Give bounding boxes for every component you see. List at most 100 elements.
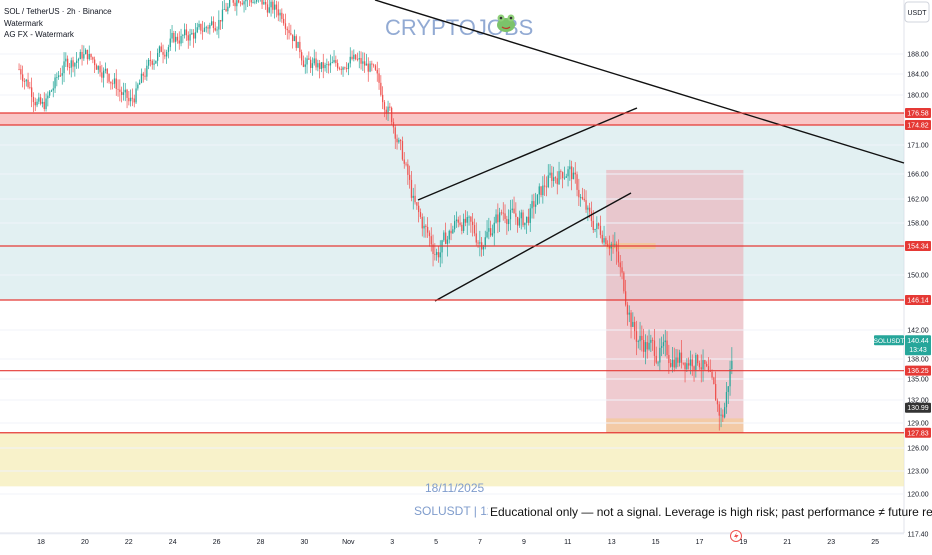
candle-body: [419, 212, 422, 217]
candle-body: [70, 60, 72, 68]
frog-logo-icon: [497, 14, 515, 32]
candle-body: [706, 363, 708, 367]
lightning-icon[interactable]: [730, 530, 742, 542]
candle-body: [497, 214, 499, 223]
price-tick-label: 138.00: [907, 357, 929, 364]
candle-body: [358, 57, 360, 60]
candle-body: [713, 377, 715, 385]
candle-body: [198, 23, 200, 28]
watermark-ticker: SOLUSDT | 120M: [414, 504, 510, 518]
candle-body: [484, 237, 486, 247]
candle-body: [254, 1, 256, 3]
candle-body: [293, 36, 296, 42]
candle-body: [455, 219, 458, 222]
candle-body: [250, 0, 252, 3]
currency-button-label: USDT: [907, 10, 927, 17]
candle-body: [115, 78, 117, 89]
channel-upper-line[interactable]: [417, 107, 638, 201]
currency-button[interactable]: [904, 1, 930, 23]
candle-body: [20, 69, 22, 75]
candle-body: [261, 0, 263, 5]
time-axis[interactable]: 18 20 22 24 26 28 30 Nov 3 5 7 9 11 13 15 17 19 21 23 25: [37, 539, 879, 546]
candle-body: [173, 32, 175, 42]
candle-body: [394, 127, 396, 139]
candle-body: [218, 19, 220, 30]
candle-body: [623, 272, 625, 292]
candle-body: [716, 400, 719, 405]
candle-body: [290, 33, 292, 35]
time-tick-label: 18: [37, 539, 45, 546]
descending-trendline[interactable]: [374, 0, 905, 164]
candle-body: [495, 214, 497, 223]
candle-body: [596, 223, 598, 229]
candle-body: [668, 354, 670, 364]
candle-body: [473, 225, 476, 234]
candle-body: [418, 205, 420, 213]
candle-body: [499, 212, 501, 223]
candle-body: [320, 62, 323, 69]
candle-body: [502, 212, 504, 214]
candle-body: [308, 58, 310, 60]
candle-body: [193, 32, 195, 39]
candle-body: [646, 342, 648, 350]
candle-body: [144, 75, 146, 77]
candle-body: [232, 0, 234, 3]
candle-body: [94, 59, 96, 66]
candle-body: [520, 212, 522, 219]
candle-body: [77, 59, 80, 61]
candle-body: [515, 213, 517, 217]
candle-body: [272, 1, 274, 10]
candle-body: [538, 186, 540, 195]
candle-body: [466, 217, 468, 223]
candle-body: [423, 225, 425, 229]
time-tick-label: 9: [522, 539, 526, 546]
time-axis-background[interactable]: [0, 533, 904, 550]
candle-body: [169, 38, 171, 48]
candle-body: [412, 195, 414, 198]
candle-body: [101, 72, 103, 78]
candle-body: [711, 371, 713, 378]
time-tick-label: Nov: [342, 539, 355, 546]
candle-body: [725, 391, 728, 408]
symbol-title[interactable]: SOL / TetherUS · 2h · Binance: [4, 7, 112, 16]
candle-body: [407, 164, 409, 175]
candle-body: [383, 102, 386, 110]
indicator-watermark[interactable]: Watermark: [4, 19, 44, 28]
candle-body: [166, 52, 168, 57]
candle-body: [450, 230, 452, 234]
candle-body: [171, 32, 173, 39]
candle-body: [263, 1, 265, 5]
candle-body: [326, 64, 328, 66]
candle-body: [74, 62, 76, 67]
candle-body: [529, 208, 531, 223]
zone-support: [0, 432, 904, 487]
candle-body: [153, 63, 155, 65]
drawings-layer[interactable]: [374, 0, 905, 302]
level-badge-label: 146.14: [907, 298, 929, 305]
candle-body: [97, 66, 99, 70]
candle-body: [92, 57, 94, 60]
candle-body: [718, 404, 720, 416]
candle-body: [643, 340, 645, 352]
candle-body: [85, 49, 87, 55]
indicator-agfx-watermark[interactable]: AG FX - Watermark: [4, 30, 75, 39]
candle-body: [149, 59, 152, 61]
candle-body: [616, 244, 618, 252]
candle-body: [128, 97, 130, 102]
candle-body: [22, 74, 24, 82]
candle-body: [72, 60, 74, 67]
candle-body: [707, 366, 710, 371]
candle-body: [625, 291, 627, 305]
candle-body: [679, 352, 681, 363]
candle-body: [569, 166, 571, 170]
price-axis-background[interactable]: [904, 0, 932, 533]
channel-lower-line[interactable]: [434, 192, 632, 302]
current-price-countdown: 13:43: [909, 347, 927, 354]
time-tick-label: 13: [608, 539, 616, 546]
time-tick-label: 24: [169, 539, 177, 546]
symbol-tag-label: SOLUSDT: [874, 338, 905, 345]
price-axis[interactable]: 188.00 184.00 180.00 171.00 166.00 162.00 158.…: [907, 52, 929, 539]
candle-body: [670, 363, 672, 367]
candle-body: [533, 201, 535, 207]
